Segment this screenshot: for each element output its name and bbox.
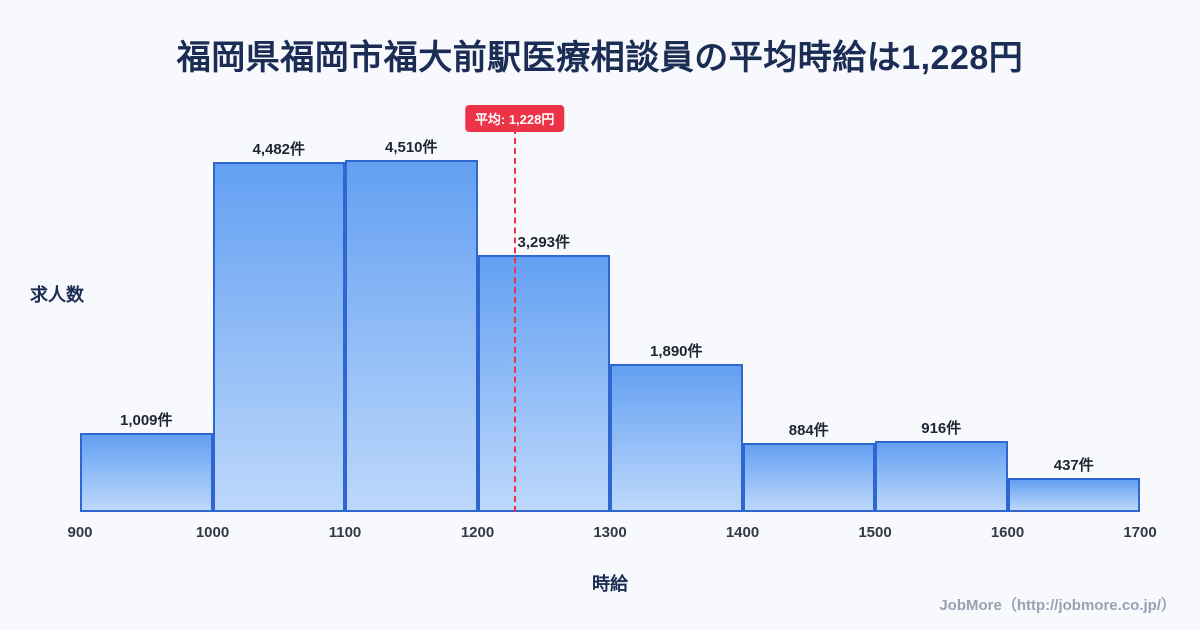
bar-value-label: 437件 (1053, 457, 1094, 474)
x-axis-tick-label: 1300 (593, 524, 627, 541)
x-axis-tick-label: 1600 (990, 524, 1025, 541)
y-axis-label: 求人数 (30, 285, 84, 305)
histogram-bar (345, 160, 478, 512)
x-axis-tick-label: 1500 (858, 524, 892, 541)
chart-title: 福岡県福岡市福大前駅医療相談員の平均時給は1,228円 (176, 39, 1024, 77)
footer-credit: JobMore（http://jobmore.co.jp/） (939, 597, 1176, 614)
x-axis-tick-label: 1100 (328, 524, 362, 541)
bar-value-label: 4,482件 (252, 141, 306, 158)
bar-value-label: 1,009件 (119, 412, 173, 429)
bar-value-label: 1,890件 (649, 343, 703, 360)
bar-value-label: 916件 (921, 420, 962, 437)
bar-value-label: 4,510件 (384, 139, 438, 156)
histogram-bar (742, 443, 875, 512)
histogram-bar (1007, 478, 1140, 512)
average-line (513, 128, 516, 512)
x-axis-tick-label: 1000 (195, 524, 230, 541)
x-axis-tick-label: 1200 (460, 524, 495, 541)
average-badge: 平均: 1,228円 (464, 105, 565, 132)
histogram-bar (610, 364, 743, 512)
x-axis-tick-label: 1700 (1123, 524, 1157, 541)
x-axis-title: 時給 (592, 574, 628, 594)
x-axis-tick-label: 900 (67, 524, 93, 541)
bar-value-label: 884件 (788, 422, 829, 439)
histogram-bar (80, 433, 213, 512)
bar-value-label: 3,293件 (517, 234, 571, 251)
histogram-bar (875, 441, 1008, 512)
x-axis-tick-label: 1400 (725, 524, 760, 541)
histogram-bar (212, 162, 345, 512)
histogram-bar (477, 255, 610, 512)
